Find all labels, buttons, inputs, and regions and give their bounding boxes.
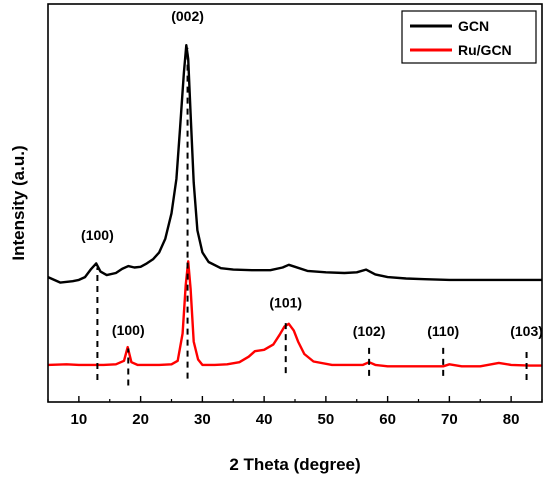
legend-box [401,10,537,64]
series-line-ru-gcn [47,260,542,368]
peak-label-0: (002) [171,8,204,24]
legend-label-ru-gcn: Ru/GCN [458,42,512,58]
plot-area [47,44,542,368]
x-axis-ticks: 10 20 30 40 50 60 70 80 [47,396,543,428]
x-tick-label: 30 [194,411,211,428]
x-axis-label: 2 Theta (degree) [229,455,360,474]
legend: GCN Ru/GCN [401,10,537,64]
peak-label-6: (103) [510,323,543,339]
annotations: (002) (100) (100) (101) (102) (110) (103) [81,8,543,386]
y-axis-label: Intensity (a.u.) [9,145,28,260]
legend-label-gcn: GCN [458,18,489,34]
plot-frame [47,3,543,403]
x-tick-label: 40 [256,411,273,428]
x-tick-label: 60 [379,411,396,428]
x-tick-label: 80 [503,411,520,428]
series-line-gcn [47,44,542,284]
x-tick-label: 50 [318,411,335,428]
x-tick-label: 10 [71,411,88,428]
peak-label-4: (102) [353,323,386,339]
peak-label-5: (110) [427,323,459,339]
peak-label-2: (100) [112,322,145,338]
x-tick-label: 70 [441,411,458,428]
x-tick-label: 20 [132,411,149,428]
peak-label-1: (100) [81,227,114,243]
peak-label-3: (101) [269,294,302,310]
